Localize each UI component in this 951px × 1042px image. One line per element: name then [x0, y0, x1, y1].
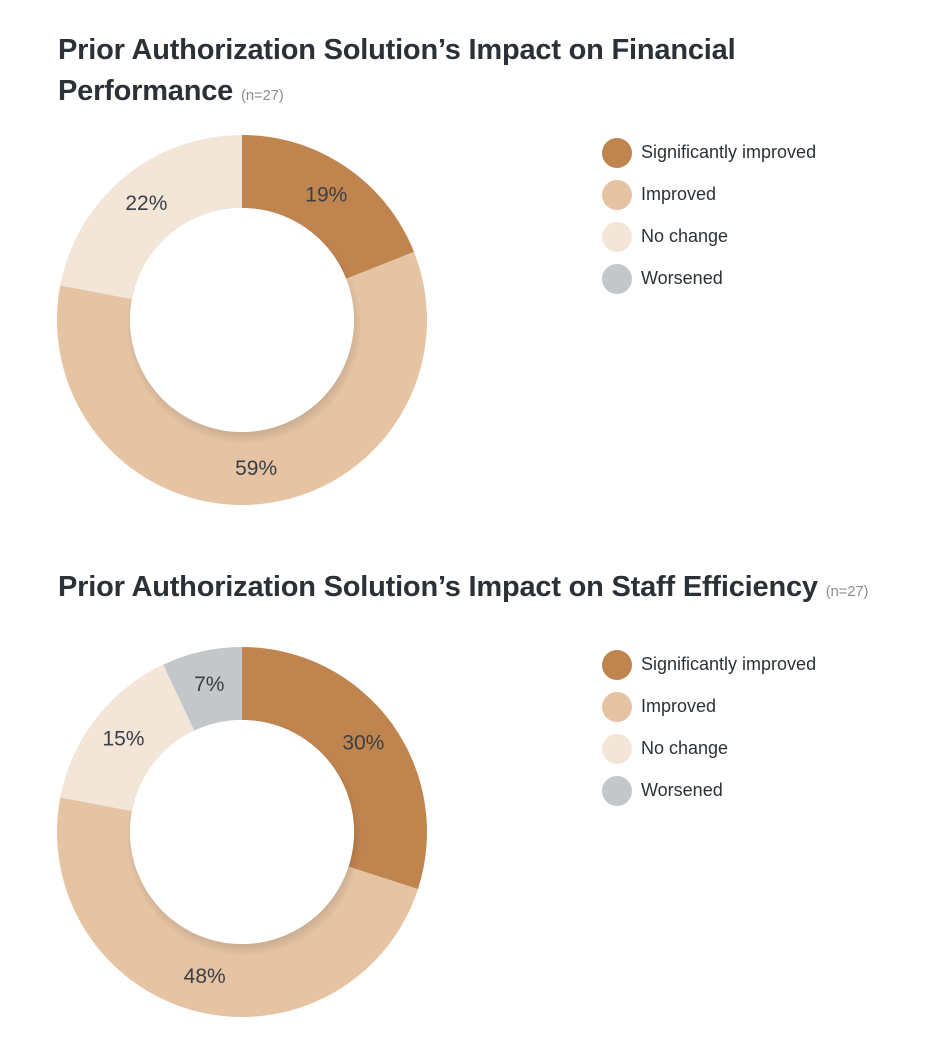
- legend-label: No change: [641, 226, 728, 246]
- chart-title: Prior Authorization Solution’s Impact on…: [58, 571, 818, 603]
- data-label: 59%: [235, 457, 277, 480]
- legend-swatch: [602, 692, 632, 722]
- data-label: 48%: [184, 965, 226, 988]
- legend-label: Significantly improved: [641, 142, 816, 162]
- legend-swatch: [602, 180, 632, 210]
- data-label: 15%: [102, 728, 144, 751]
- donut-slice: [56, 251, 428, 505]
- chart-title: Prior Authorization Solution’s Impact on…: [58, 34, 736, 107]
- chart-title-block: Prior Authorization Solution’s Impact on…: [58, 567, 918, 608]
- donut-slice: [242, 135, 415, 279]
- chart-subtitle: (n=27): [240, 87, 284, 104]
- donut-slice: [56, 797, 418, 1018]
- legend-label: No change: [641, 738, 728, 758]
- donut-hole: [130, 720, 354, 944]
- legend-swatch: [602, 734, 632, 764]
- legend-swatch: [602, 776, 632, 806]
- data-label: 19%: [305, 183, 347, 206]
- legend-swatch: [602, 138, 632, 168]
- legend-swatch: [602, 264, 632, 294]
- chart-title-block: Prior Authorization Solution’s Impact on…: [58, 30, 828, 112]
- donut-slice: [60, 664, 195, 812]
- legend-label: Significantly improved: [641, 654, 816, 674]
- donut-slice: [163, 647, 242, 731]
- data-label: 22%: [125, 192, 167, 215]
- legend-label: Worsened: [641, 780, 723, 800]
- legend-label: Improved: [641, 184, 716, 204]
- donut-hole: [130, 208, 354, 432]
- legend-label: Worsened: [641, 268, 723, 288]
- data-label: 30%: [342, 731, 384, 754]
- legend-swatch: [602, 650, 632, 680]
- data-label: 7%: [194, 673, 224, 696]
- chart-subtitle: (n=27): [825, 583, 869, 600]
- legend-label: Improved: [641, 696, 716, 716]
- legend-swatch: [602, 222, 632, 252]
- donut-slice: [60, 135, 243, 300]
